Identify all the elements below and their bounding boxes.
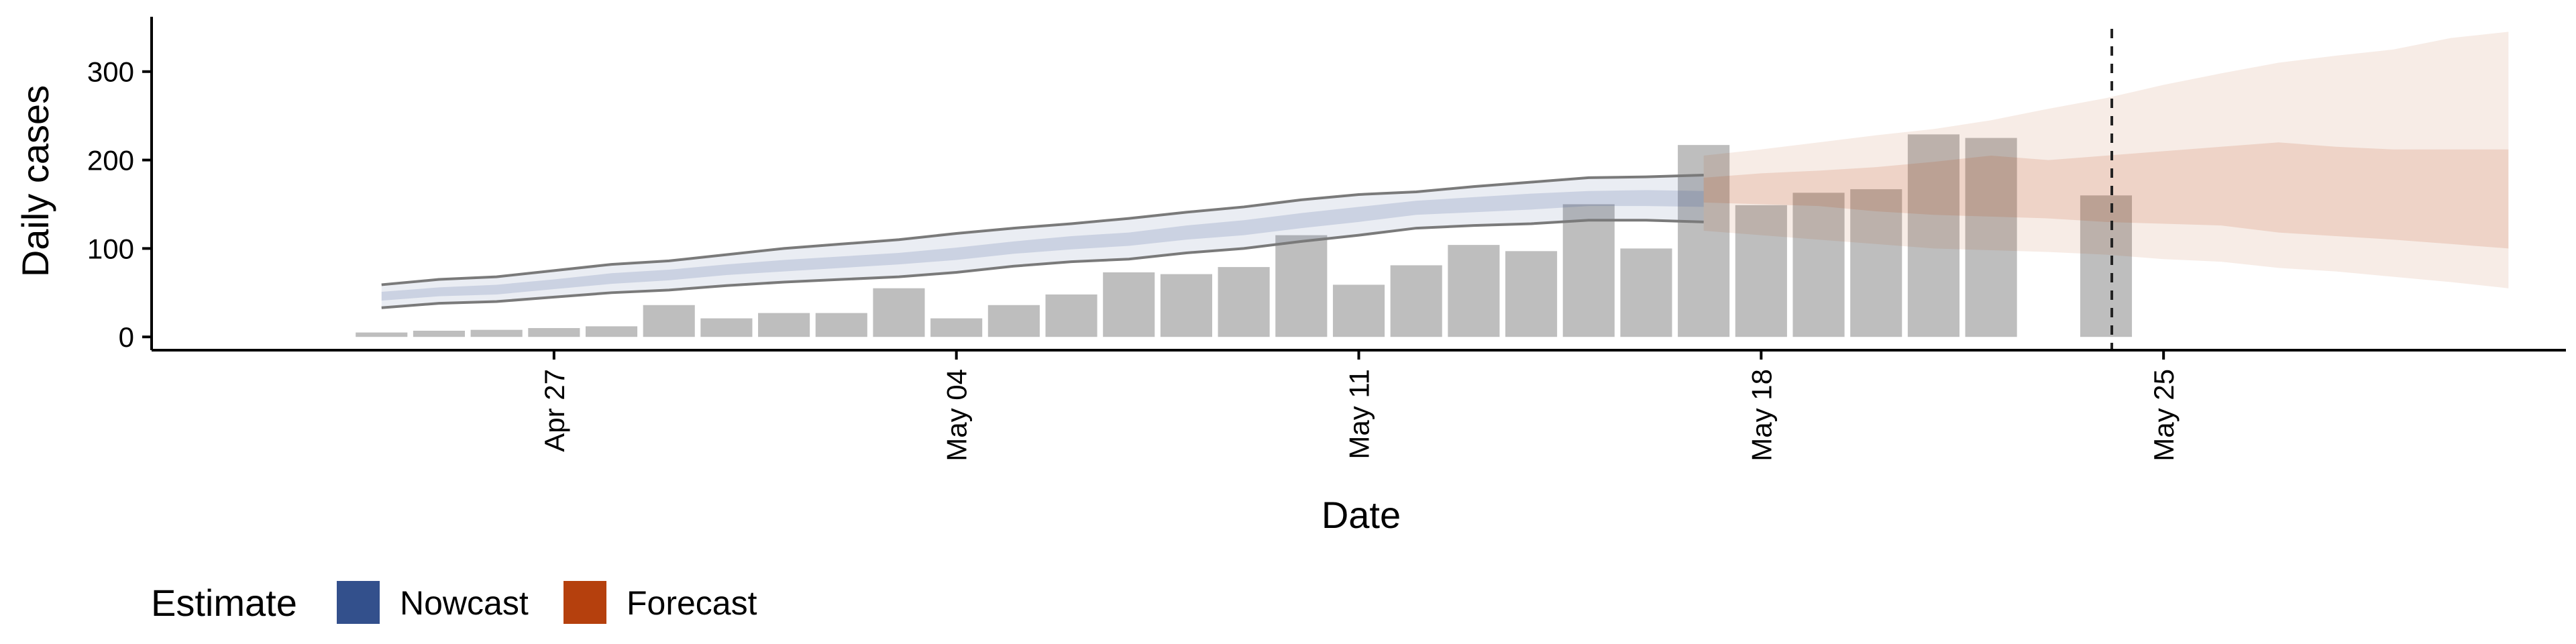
bar-2020-05-14: [1505, 251, 1558, 337]
x-tick-label-2020-04-27: Apr 27: [539, 369, 570, 452]
x-axis-title: Date: [1322, 494, 1401, 536]
plot-area: [356, 29, 2509, 350]
y-tick-label-300: 300: [87, 56, 134, 88]
bar-2020-04-25: [413, 330, 466, 337]
bar-2020-05-07: [1103, 272, 1155, 337]
bar-2020-05-03: [873, 288, 925, 337]
bar-2020-05-13: [1448, 245, 1500, 337]
bar-2020-05-24: [2080, 195, 2133, 337]
bar-2020-05-10: [1275, 235, 1328, 337]
x-tick-label-2020-05-25: May 25: [2148, 369, 2180, 462]
y-axis-title: Daily cases: [14, 85, 56, 277]
bar-2020-04-29: [643, 305, 695, 337]
nowcast-band-90: [381, 174, 1704, 308]
bar-2020-05-06: [1045, 294, 1097, 337]
bar-2020-05-18: [1735, 205, 1787, 337]
bar-2020-05-15: [1562, 204, 1615, 337]
legend-swatch-nowcast: [337, 581, 380, 624]
bar-2020-05-17: [1678, 145, 1730, 337]
y-tick-label-0: 0: [119, 321, 134, 353]
legend-label-forecast: Forecast: [627, 584, 757, 622]
bar-2020-04-27: [528, 328, 580, 337]
bar-2020-04-30: [700, 318, 753, 337]
x-tick-label-2020-05-18: May 18: [1746, 369, 1777, 462]
bar-2020-05-09: [1218, 267, 1270, 337]
axes: 0 100 200 300 Apr 27 May 04 May 11 May 18 May 25: [87, 17, 2566, 462]
bar-2020-05-11: [1332, 284, 1385, 337]
bar-2020-05-16: [1620, 248, 1672, 337]
forecast-band-90: [1703, 32, 2509, 288]
y-tick-label-100: 100: [87, 233, 134, 264]
nowcast-upper-line: [381, 173, 1704, 286]
legend-swatch-forecast: [564, 581, 606, 624]
bar-2020-05-12: [1390, 265, 1442, 337]
bar-2020-04-24: [356, 332, 408, 337]
bar-2020-05-08: [1160, 274, 1212, 337]
nowcast-lower-line: [381, 219, 1704, 309]
bar-2020-05-20: [1850, 189, 1902, 337]
bar-2020-05-04: [930, 318, 983, 337]
nowcast-band-50: [381, 190, 1704, 301]
bar-2020-05-01: [758, 313, 810, 337]
forecast-band-50: [1703, 142, 2509, 249]
legend-label-nowcast: Nowcast: [400, 584, 529, 622]
bar-2020-05-21: [1907, 134, 1960, 337]
y-tick-label-200: 200: [87, 145, 134, 176]
bar-2020-04-26: [470, 329, 523, 337]
bar-2020-05-02: [815, 313, 867, 337]
bar-2020-05-05: [987, 305, 1040, 337]
bar-2020-04-28: [585, 326, 638, 337]
legend: Estimate Nowcast Forecast: [151, 581, 757, 624]
x-tick-label-2020-05-04: May 04: [941, 369, 973, 462]
legend-title: Estimate: [151, 582, 297, 624]
bar-2020-05-19: [1792, 193, 1845, 337]
bar-2020-05-22: [1965, 138, 2017, 337]
x-tick-label-2020-05-11: May 11: [1344, 369, 1375, 460]
